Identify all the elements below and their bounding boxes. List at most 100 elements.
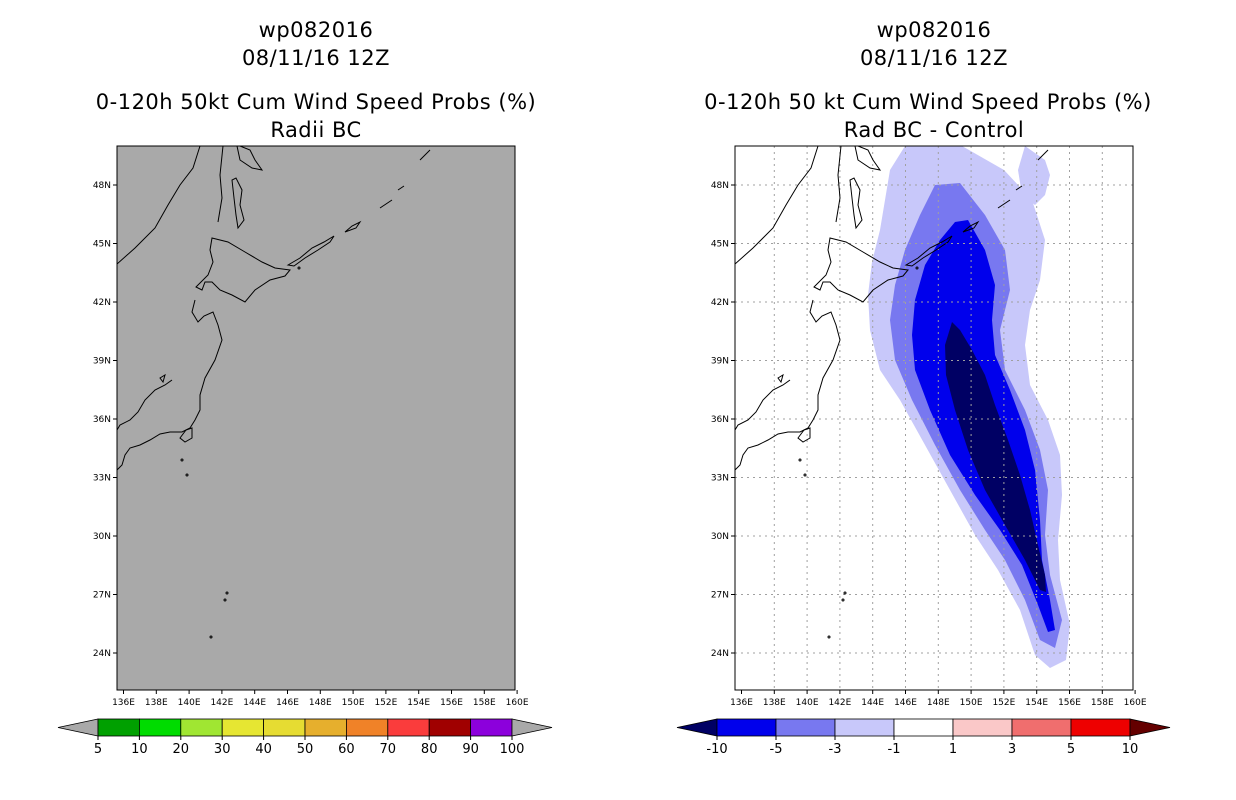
lat-tick-label: 24N	[93, 649, 111, 659]
lon-tick-label: 138E	[145, 698, 168, 708]
contour-level-1-north	[1018, 146, 1050, 205]
lon-tick-label: 148E	[309, 698, 332, 708]
colorbar-segment	[1070, 718, 1131, 737]
lat-tick-label: 48N	[711, 181, 729, 191]
right-colorbar: -10 -5 -3 -1 1 3 5 10	[676, 718, 1171, 757]
colorbar-label: -5	[770, 742, 783, 757]
colorbar-segment	[1011, 718, 1072, 737]
right-map-panel: 136E 138E 140E 142E 144E 146E 148E 150E 152E 154E…	[711, 145, 1147, 708]
colorbar-segment	[428, 718, 472, 737]
left-map-background	[117, 146, 515, 690]
right-title-subtitle: Rad BC - Control	[843, 118, 1025, 142]
colorbar-low-arrow	[676, 718, 718, 737]
left-map-frame	[116, 145, 516, 691]
left-coastline	[117, 146, 431, 639]
colorbar-segment	[470, 718, 513, 737]
colorbar-label: 100	[500, 742, 525, 757]
colorbar-high-arrow	[1129, 718, 1171, 737]
lat-tick-label: 33N	[711, 474, 729, 484]
colorbar-label: 10	[131, 742, 148, 757]
colorbar-label: 80	[421, 742, 438, 757]
colorbar-label: 40	[255, 742, 272, 757]
left-lat-axis: 24N 27N 30N 33N 36N 39N 42N 45N 48N	[93, 181, 117, 659]
lon-tick-label: 158E	[1091, 698, 1114, 708]
colorbar-segment	[221, 718, 264, 737]
colorbar-label: 50	[297, 742, 314, 757]
colorbar-label: 30	[214, 742, 231, 757]
lon-tick-label: 136E	[730, 698, 753, 708]
colorbar-label: -1	[888, 742, 901, 757]
lat-tick-label: 42N	[93, 298, 111, 308]
left-title-storm: wp082016	[258, 18, 374, 42]
colorbar-label: 60	[338, 742, 355, 757]
colorbar-segment	[834, 718, 895, 737]
colorbar-segment	[97, 718, 140, 737]
lat-tick-label: 48N	[93, 181, 111, 191]
colorbar-segment	[952, 718, 1013, 737]
right-title-storm: wp082016	[876, 18, 992, 42]
lon-tick-label: 144E	[243, 698, 266, 708]
colorbar-label: -3	[829, 742, 842, 757]
colorbar-segment	[180, 718, 223, 737]
colorbar-label: 70	[380, 742, 397, 757]
colorbar-label: 5	[94, 742, 102, 757]
contour-level-4	[945, 322, 1046, 592]
colorbar-high-arrow	[511, 718, 553, 737]
lon-tick-label: 156E	[1058, 698, 1081, 708]
colorbar-label: 5	[1067, 742, 1075, 757]
right-gridlines	[735, 146, 1133, 690]
lat-tick-label: 36N	[711, 415, 729, 425]
left-lon-axis: 136E 138E 140E 142E 144E 146E 148E 150E 152E 154E…	[112, 690, 529, 708]
left-title-product: 0-120h 50kt Cum Wind Speed Probs (%)	[95, 90, 537, 114]
lon-tick-label: 142E	[210, 698, 233, 708]
right-lat-axis: 24N 27N 30N 33N 36N 39N 42N 45N 48N	[711, 181, 735, 659]
right-lon-axis: 136E 138E 140E 142E 144E 146E 148E 150E 152E 154E…	[730, 690, 1147, 708]
lon-tick-label: 140E	[178, 698, 201, 708]
lon-tick-label: 150E	[342, 698, 365, 708]
colorbar-segment	[716, 718, 777, 737]
colorbar-label: 3	[1008, 742, 1016, 757]
right-map-frame	[734, 145, 1134, 691]
lat-tick-label: 45N	[93, 240, 111, 250]
lon-tick-label: 140E	[796, 698, 819, 708]
lat-tick-label: 39N	[93, 357, 111, 367]
colorbar-label: 20	[173, 742, 190, 757]
colorbar-segment	[138, 718, 182, 737]
left-colorbar: 5 10 20 30 40 50 60 70 80 90 100	[57, 718, 553, 757]
lon-tick-label: 150E	[960, 698, 983, 708]
lon-tick-label: 154E	[1025, 698, 1048, 708]
lat-tick-label: 27N	[711, 591, 729, 601]
colorbar-low-arrow	[57, 718, 99, 737]
lon-tick-label: 152E	[992, 698, 1015, 708]
lat-tick-label: 30N	[93, 532, 111, 542]
lon-tick-label: 146E	[276, 698, 299, 708]
lat-tick-label: 33N	[93, 474, 111, 484]
colorbar-label: 90	[462, 742, 479, 757]
lon-tick-label: 160E	[1124, 698, 1147, 708]
colorbar-segment	[304, 718, 347, 737]
left-map-panel: 136E 138E 140E 142E 144E 146E 148E 150E 152E 154E…	[93, 145, 529, 708]
lon-tick-label: 144E	[861, 698, 884, 708]
lon-tick-label: 152E	[374, 698, 397, 708]
colorbar-label: 10	[1122, 742, 1139, 757]
colorbar-segment	[387, 718, 430, 737]
left-title-date: 08/11/16 12Z	[241, 46, 391, 70]
colorbar-label: -10	[706, 742, 727, 757]
lat-tick-label: 39N	[711, 357, 729, 367]
right-contour-fill	[868, 146, 1070, 668]
colorbar-segment	[263, 718, 306, 737]
lon-tick-label: 146E	[894, 698, 917, 708]
lat-tick-label: 42N	[711, 298, 729, 308]
colorbar-segment	[893, 718, 954, 737]
right-title-product: 0-120h 50 kt Cum Wind Speed Probs (%)	[704, 90, 1152, 114]
lon-tick-label: 138E	[763, 698, 786, 708]
colorbar-segment	[345, 718, 389, 737]
lon-tick-label: 158E	[473, 698, 496, 708]
lat-tick-label: 45N	[711, 240, 729, 250]
lon-tick-label: 156E	[440, 698, 463, 708]
left-title-subtitle: Radii BC	[270, 118, 362, 142]
lat-tick-label: 36N	[93, 415, 111, 425]
colorbar-label: 1	[949, 742, 957, 757]
lon-tick-label: 148E	[927, 698, 950, 708]
